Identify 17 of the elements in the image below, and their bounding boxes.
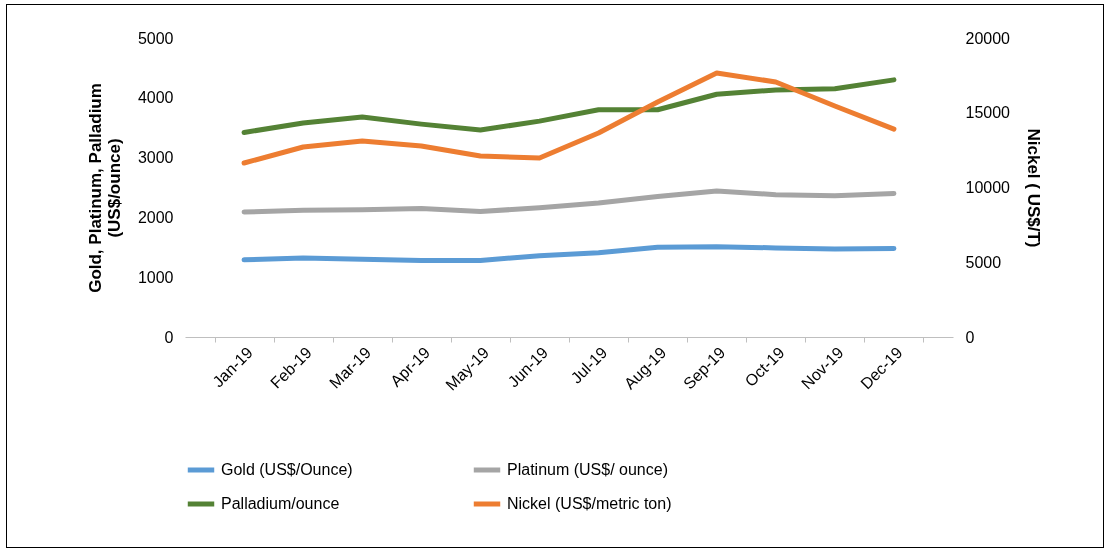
y2-tick-label: 10000	[965, 179, 1011, 196]
legend-label: Palladium/ounce	[221, 495, 340, 512]
y2-tick-label: 0	[965, 328, 975, 346]
y2-axis-title: Nickel ( US$/T)	[1023, 128, 1043, 248]
y2-tick-label: 15000	[965, 104, 1011, 122]
y-tick-label: 2000	[137, 208, 174, 226]
legend-label: Nickel (US$/metric ton)	[507, 495, 672, 512]
y-tick-label: 3000	[137, 149, 174, 167]
y-tick-label: 1000	[137, 268, 174, 286]
y-tick-label: 4000	[137, 89, 174, 107]
y2-tick-label: 20000	[965, 29, 1011, 47]
legend-label: Gold (US$/Ounce)	[221, 461, 353, 478]
y-tick-label: 0	[164, 328, 174, 346]
legend-label: Platinum (US$/ ounce)	[507, 461, 668, 478]
y-tick-label: 5000	[137, 29, 174, 47]
y2-tick-label: 5000	[965, 253, 1002, 271]
y-axis-title: Gold, Platinum, Palladium (US$/ounce)	[85, 83, 124, 293]
